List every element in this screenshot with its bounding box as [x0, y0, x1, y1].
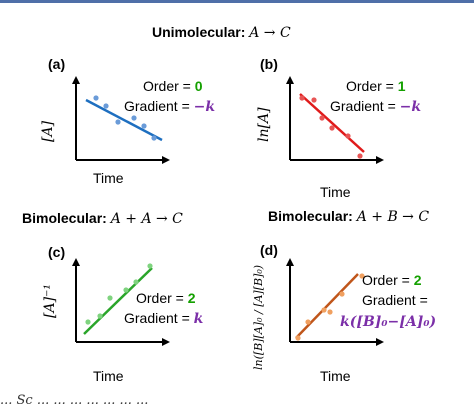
panel-d-gradient-value: k([B]₀−[A]₀) [340, 314, 437, 330]
panel-b-point [319, 115, 325, 121]
panel-d-fit-line [295, 273, 359, 339]
panel-c-ylabel: [A]⁻¹ [42, 283, 58, 318]
panel-b-plot [286, 76, 384, 164]
panel-c-point [107, 295, 113, 301]
panel-a-gradient: Gradient = −k [124, 98, 215, 115]
panel-a-fit-line [85, 98, 163, 142]
panel-d-ylabel: ln([B][A]₀ / [A][B]₀) [252, 264, 265, 370]
panel-c-order-value: 2 [187, 290, 196, 306]
panel-a-point [103, 103, 109, 109]
top-divider [0, 0, 474, 3]
panel-d-xlabel: Time [320, 368, 351, 384]
panel-a-ylabel: [A] [40, 120, 56, 142]
panel-b-point [329, 125, 335, 131]
panel-b-order-value: 1 [397, 78, 406, 94]
panel-a-order-value: 0 [194, 78, 203, 94]
panel-a-label: (a) [48, 56, 66, 72]
panel-b-point [311, 97, 317, 103]
title-bimolecular-aa-label: Bimolecular: [22, 210, 107, 226]
panel-c-point [147, 263, 153, 269]
panel-a-y-arrow [72, 76, 80, 84]
panel-c-gradient: Gradient = k [124, 310, 203, 327]
panel-b-gradient-text: Gradient = [330, 98, 396, 114]
panel-a-plot [72, 76, 170, 164]
panel-b-order-text: Order = [346, 78, 394, 94]
panel-d-gradient-text: Gradient = [362, 292, 428, 308]
panel-b-y-arrow [286, 76, 294, 84]
panel-d-point [339, 291, 345, 297]
panel-c-xlabel: Time [93, 368, 124, 384]
panel-a-point [115, 119, 121, 125]
panel-b-gradient: Gradient = −k [330, 98, 421, 115]
panel-c-order-text: Order = [136, 290, 184, 306]
panel-a-xlabel: Time [93, 170, 124, 186]
panel-a-point [131, 115, 137, 121]
panel-b-point [357, 153, 363, 159]
panel-b-label: (b) [260, 56, 278, 72]
panel-c-point [97, 313, 103, 319]
figure-caption: ... Sc ... ... ... ... ... ... ... [0, 393, 149, 408]
panel-c-fit-line [83, 267, 153, 335]
title-bimolecular-ab-label: Bimolecular: [268, 208, 353, 224]
panel-d-order: Order = 2 [362, 272, 422, 288]
panel-c-point [123, 287, 129, 293]
panel-b-point [299, 95, 305, 101]
title-bimolecular-ab: Bimolecular: A + B → C [268, 208, 429, 225]
panel-b-gradient-value: −k [399, 99, 422, 115]
panel-d-point [295, 335, 301, 341]
panel-d-gradient: Gradient = [362, 292, 428, 308]
title-unimolecular-label: Unimolecular: [152, 24, 246, 40]
title-bimolecular-ab-eq: A + B → C [356, 209, 430, 225]
panel-c-order: Order = 2 [136, 290, 196, 306]
title-bimolecular-aa-eq: A + A → C [110, 211, 183, 227]
panel-d-label: (d) [260, 242, 278, 258]
title-unimolecular: Unimolecular: A → C [152, 24, 291, 41]
panel-a-order-text: Order = [143, 78, 191, 94]
panel-b-ylabel: ln[A] [256, 107, 272, 142]
panel-b-fit-line [299, 93, 365, 153]
panel-c-point [133, 279, 139, 285]
panel-a-gradient-text: Gradient = [124, 98, 190, 114]
title-bimolecular-aa: Bimolecular: A + A → C [22, 210, 183, 227]
panel-c-plot [72, 258, 170, 346]
panel-a-gradient-value: −k [193, 99, 216, 115]
panel-a-point [141, 123, 147, 129]
panel-d-plot [286, 258, 384, 346]
panel-d-order-value: 2 [413, 272, 422, 288]
panel-c-x-arrow [162, 338, 170, 346]
panel-c-gradient-text: Gradient = [124, 310, 190, 326]
panel-c-y-arrow [72, 258, 80, 266]
panel-b-xlabel: Time [320, 184, 351, 200]
panel-d-point [359, 273, 365, 279]
panel-c-label: (c) [48, 244, 66, 260]
panel-d-x-arrow [376, 338, 384, 346]
panel-d-y-arrow [286, 258, 294, 266]
panel-c-gradient-value: k [193, 311, 204, 327]
panel-d-point [305, 319, 311, 325]
panel-b-point [345, 133, 351, 139]
panel-b-x-arrow [376, 156, 384, 164]
panel-a-order: Order = 0 [143, 78, 203, 94]
panel-d-order-text: Order = [362, 272, 410, 288]
panel-c-point [85, 319, 91, 325]
panel-d-point [327, 309, 333, 315]
panel-d-point [321, 307, 327, 313]
panel-a-x-arrow [162, 156, 170, 164]
panel-a-point [151, 135, 157, 141]
panel-b-order: Order = 1 [346, 78, 406, 94]
panel-a-point [93, 95, 99, 101]
title-unimolecular-eq: A → C [249, 25, 291, 41]
